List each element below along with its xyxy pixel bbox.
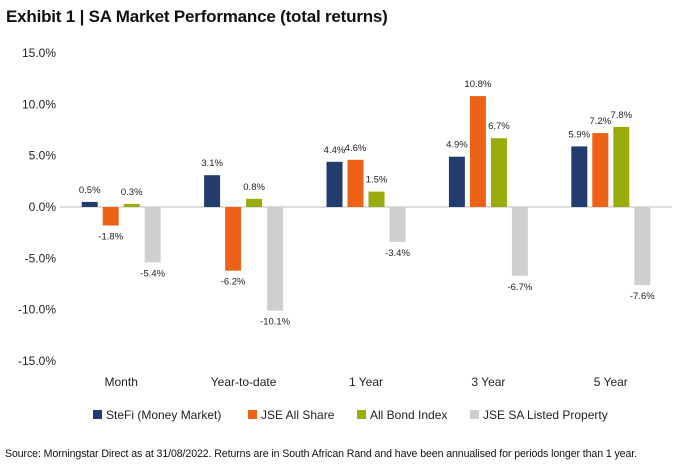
legend: SteFi (Money Market) JSE All Share All Bon…	[93, 408, 608, 422]
y-tick-label: 15.0%	[22, 46, 56, 60]
bar	[448, 156, 465, 207]
y-tick-label: -15.0%	[18, 354, 56, 368]
bar	[389, 207, 406, 242]
bar	[81, 201, 98, 207]
bar	[267, 207, 284, 311]
data-label: 0.5%	[79, 185, 101, 196]
bar	[246, 198, 263, 207]
bar-chart: 15.0% 10.0% 5.0% 0.0% -5.0% -10.0% -15.0% 0.5%…	[18, 46, 672, 422]
legend-swatch	[357, 410, 366, 419]
x-tick-label: Year-to-date	[211, 375, 277, 389]
y-tick-label: 0.0%	[29, 200, 57, 214]
legend-label: JSE All Share	[261, 408, 335, 422]
data-label: 5.9%	[568, 129, 590, 140]
legend-swatch	[248, 410, 257, 419]
bar	[123, 203, 140, 207]
data-label: 7.8%	[610, 110, 632, 121]
bar	[634, 207, 651, 285]
legend-swatch	[93, 410, 102, 419]
bar	[144, 207, 161, 263]
y-tick-label: 5.0%	[29, 149, 57, 163]
data-labels: 0.5% -1.8% 0.3% -5.4% 3.1% -6.2% 0.8% -10.1% 4.4…	[79, 79, 655, 328]
data-label: 3.1%	[201, 158, 223, 169]
x-tick-label: 3 Year	[471, 375, 505, 389]
bar	[225, 207, 242, 271]
data-label: 4.6%	[345, 143, 367, 154]
data-label: -6.2%	[221, 277, 246, 288]
x-axis: Month Year-to-date 1 Year 3 Year 5 Year	[105, 375, 628, 389]
data-label: 4.9%	[446, 140, 468, 151]
data-label: 4.4%	[324, 145, 346, 156]
source-note: Source: Morningstar Direct as at 31/08/2…	[5, 448, 637, 460]
bar	[511, 207, 528, 276]
chart-title: Exhibit 1 | SA Market Performance (total…	[6, 7, 388, 26]
bar	[490, 138, 507, 207]
y-tick-label: 10.0%	[22, 97, 56, 111]
legend-label: SteFi (Money Market)	[106, 408, 221, 422]
bar	[326, 161, 343, 207]
bar	[368, 191, 385, 207]
y-tick-label: -10.0%	[18, 303, 56, 317]
data-label: 7.2%	[589, 116, 611, 127]
data-label: 10.8%	[464, 79, 491, 90]
data-label: 1.5%	[366, 175, 388, 186]
bar	[102, 207, 119, 226]
bars	[81, 96, 651, 311]
data-label: 6.7%	[488, 121, 510, 132]
data-label: 0.3%	[121, 187, 143, 198]
y-axis: 15.0% 10.0% 5.0% 0.0% -5.0% -10.0% -15.0%	[18, 46, 56, 368]
bar	[347, 159, 364, 207]
y-tick-label: -5.0%	[25, 251, 57, 265]
bar	[592, 133, 609, 207]
x-tick-label: 1 Year	[349, 375, 383, 389]
bar	[571, 146, 588, 207]
legend-swatch	[470, 410, 479, 419]
bar	[613, 126, 630, 207]
data-label: 0.8%	[243, 182, 265, 193]
x-tick-label: Month	[105, 375, 138, 389]
legend-label: All Bond Index	[370, 408, 447, 422]
bar	[204, 175, 221, 207]
data-label: -3.4%	[385, 248, 410, 259]
x-tick-label: 5 Year	[594, 375, 628, 389]
bar	[469, 96, 486, 207]
data-label: -7.6%	[630, 291, 655, 302]
data-label: -1.8%	[98, 232, 123, 243]
data-label: -10.1%	[260, 317, 291, 328]
data-label: -6.7%	[507, 282, 532, 293]
legend-label: JSE SA Listed Property	[483, 408, 608, 422]
data-label: -5.4%	[140, 268, 165, 279]
